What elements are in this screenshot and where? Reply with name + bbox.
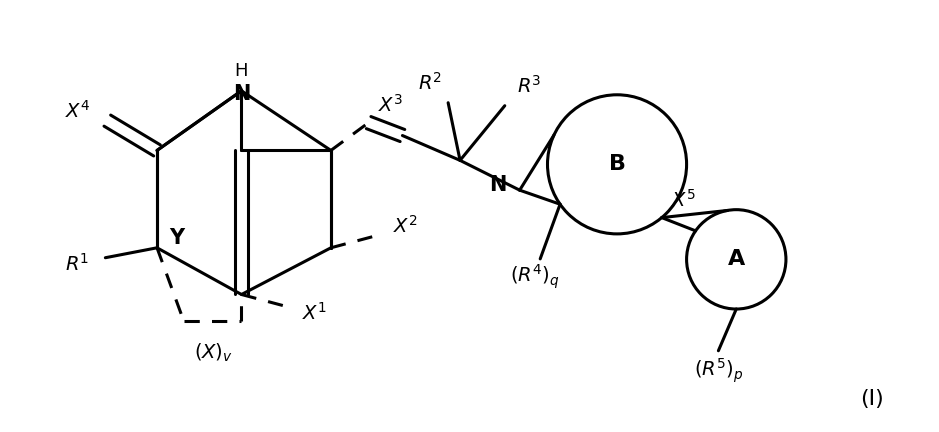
Text: A: A <box>728 249 745 269</box>
Text: $X^2$: $X^2$ <box>393 215 418 237</box>
Text: N: N <box>233 84 250 104</box>
Text: H: H <box>235 62 248 80</box>
Text: Y: Y <box>169 228 184 248</box>
Text: $X^3$: $X^3$ <box>378 94 403 116</box>
Text: B: B <box>608 154 625 175</box>
Text: $(R^5)_p$: $(R^5)_p$ <box>694 356 743 385</box>
Text: $R^2$: $R^2$ <box>418 72 442 94</box>
Text: $X^4$: $X^4$ <box>65 100 90 122</box>
Text: $(R^4)_q$: $(R^4)_q$ <box>511 263 560 291</box>
Text: N: N <box>489 175 506 195</box>
Text: $(X)_v$: $(X)_v$ <box>194 342 233 364</box>
Text: $R^3$: $R^3$ <box>517 75 542 97</box>
Text: $X^1$: $X^1$ <box>301 302 327 323</box>
Text: $R^1$: $R^1$ <box>66 253 89 275</box>
Text: (I): (I) <box>860 389 885 409</box>
Text: $X^5$: $X^5$ <box>671 189 696 211</box>
